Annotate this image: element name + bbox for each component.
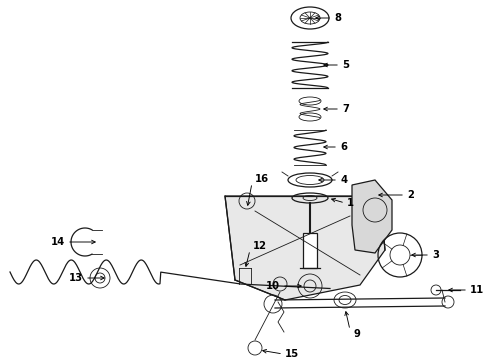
Text: 4: 4 [340,175,347,185]
Text: 5: 5 [342,60,349,70]
Text: 8: 8 [334,13,341,23]
Text: 2: 2 [407,190,414,200]
Text: 11: 11 [470,285,484,295]
Text: 1: 1 [347,198,354,208]
Text: 15: 15 [285,349,299,359]
Text: 10: 10 [266,281,280,291]
Text: 12: 12 [253,241,267,251]
Text: 13: 13 [69,273,83,283]
Text: 3: 3 [432,250,439,260]
Text: 16: 16 [255,174,269,184]
Text: 14: 14 [51,237,65,247]
Polygon shape [352,180,392,253]
Text: 7: 7 [342,104,349,114]
Text: 6: 6 [340,142,347,152]
Text: 9: 9 [353,329,360,339]
Polygon shape [225,196,385,300]
Bar [303,233,317,268]
